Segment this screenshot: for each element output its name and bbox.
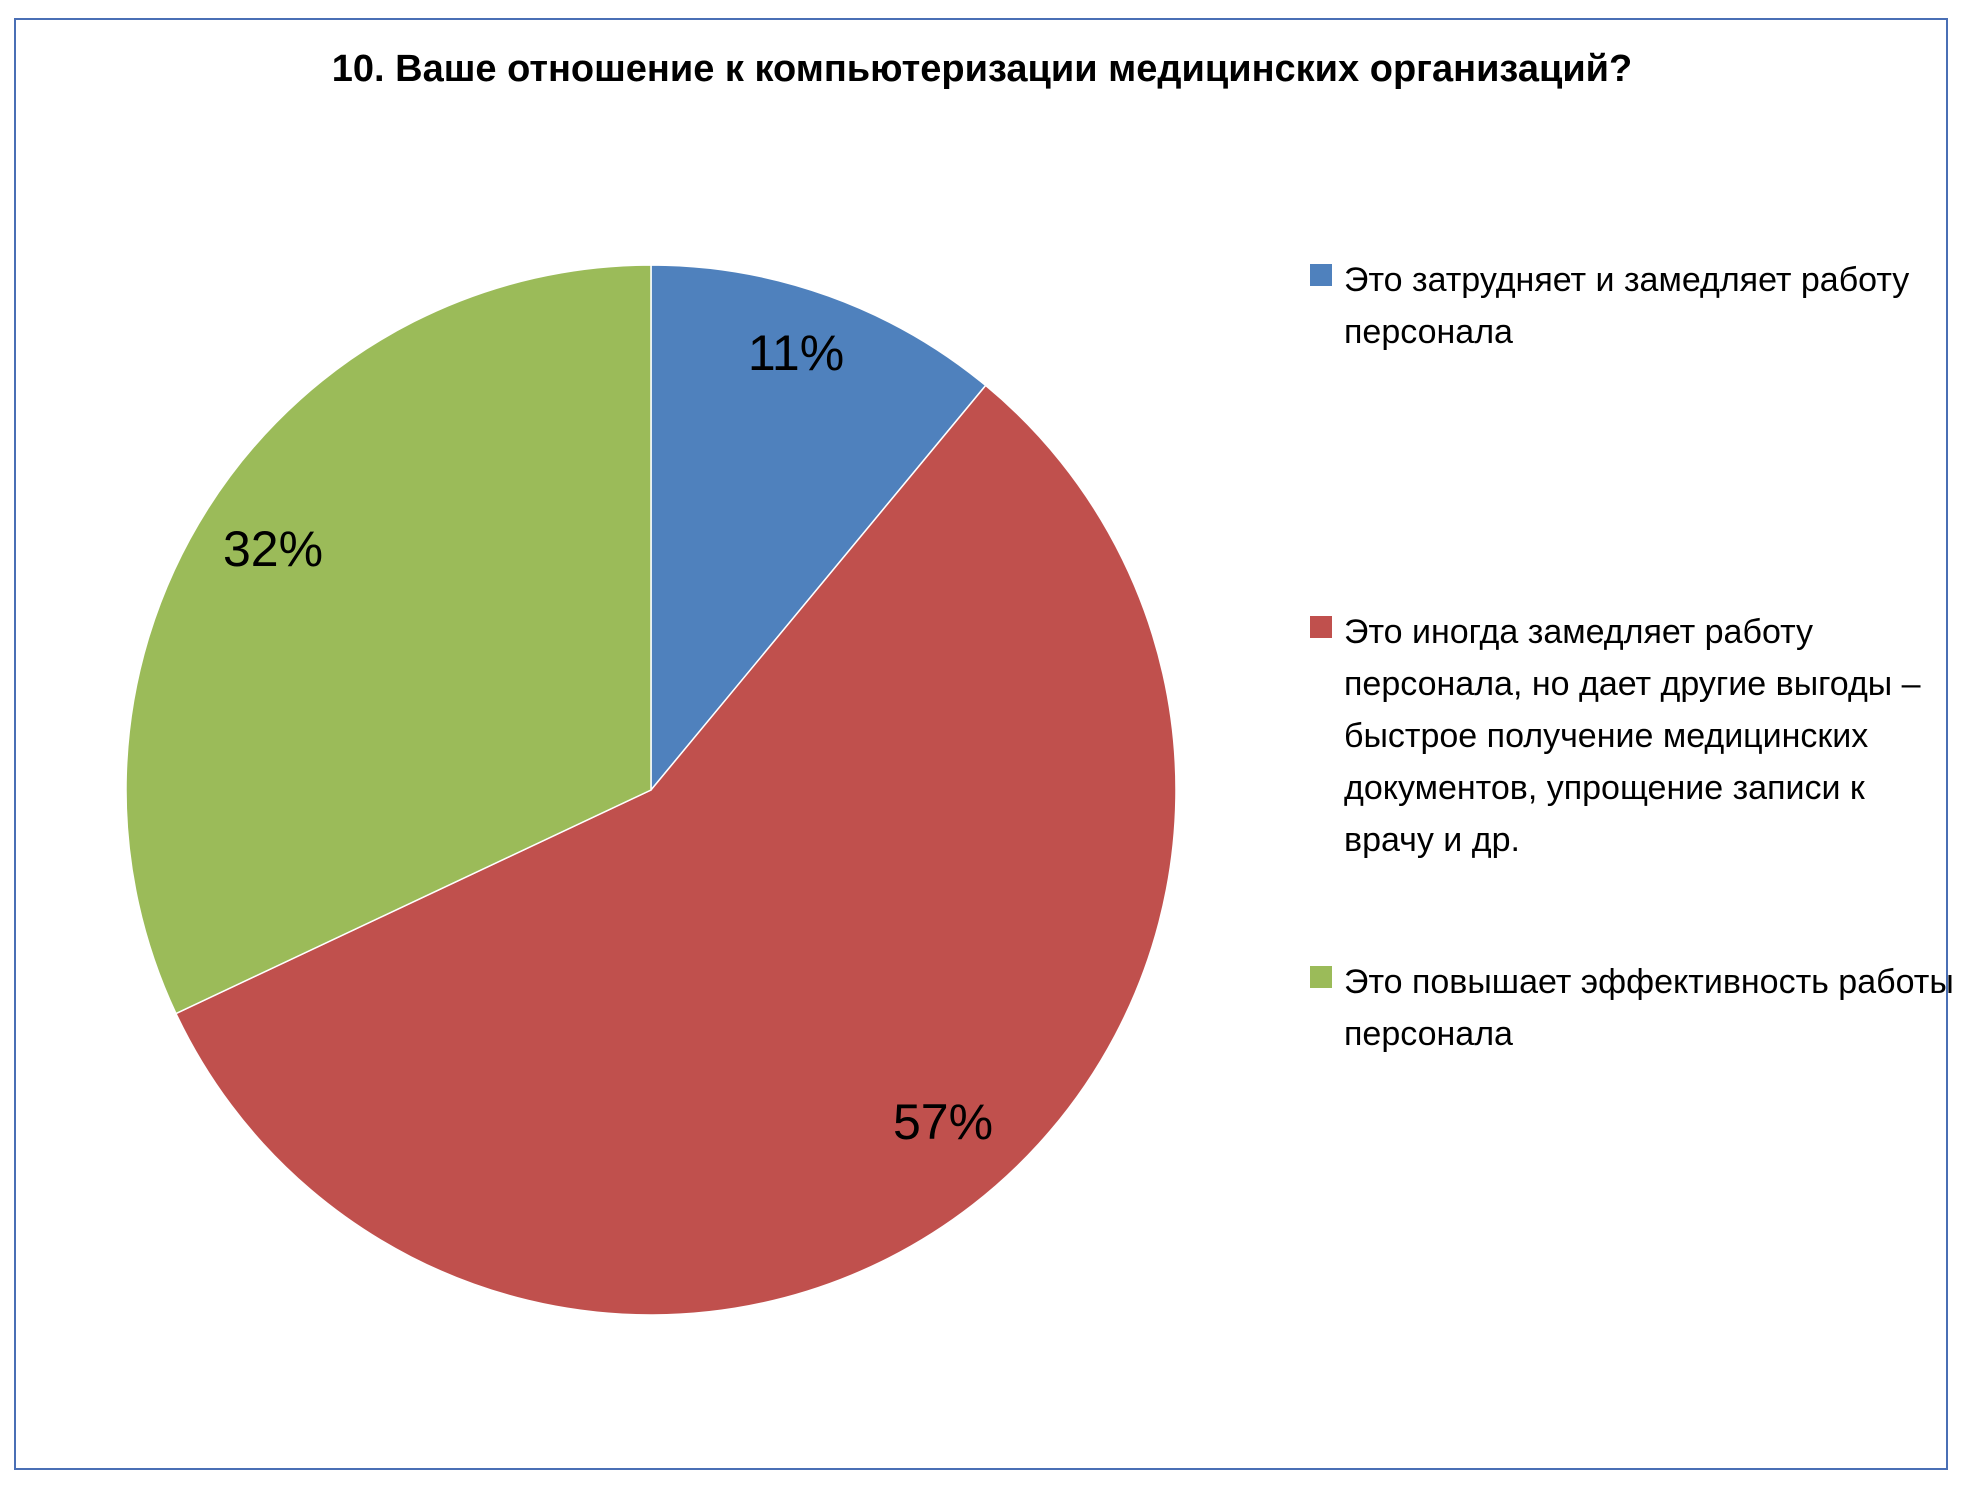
chart-title: 10. Ваше отношение к компьютеризации мед… xyxy=(331,48,1633,90)
legend-label: Это иногда замедляет работу персонала, н… xyxy=(1344,613,1921,859)
pie-slice-increases-efficiency xyxy=(125,264,652,1015)
pie-slice-slows-down xyxy=(650,264,987,793)
pie-slice-sometimes-slows xyxy=(174,384,1177,1316)
legend-swatch xyxy=(1310,616,1332,638)
legend-label: Это повышает эффективность работы персон… xyxy=(1344,963,1954,1053)
legend-swatch xyxy=(1310,966,1332,988)
data-label: 11% xyxy=(748,325,844,381)
legend-label: Это затрудняет и замедляет работу персон… xyxy=(1344,261,1910,351)
data-label: 57% xyxy=(893,1094,993,1150)
data-label: 32% xyxy=(223,521,323,577)
legend-swatch xyxy=(1310,264,1332,286)
